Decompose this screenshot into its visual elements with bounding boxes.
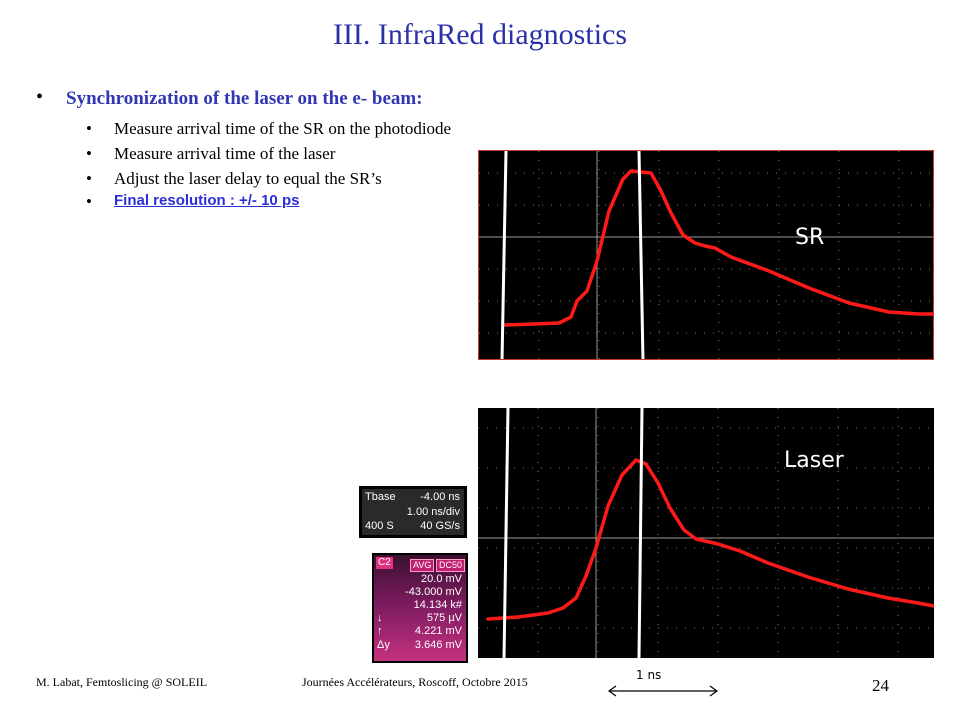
timebase-row: Tbase -4.00 ns bbox=[362, 491, 464, 505]
sub-bullet-text: Measure arrival time of the laser bbox=[114, 144, 336, 163]
dc50-tag: DC50 bbox=[436, 559, 466, 572]
scope-laser-label: Laser bbox=[784, 448, 844, 473]
timebase-label: Tbase bbox=[365, 491, 396, 503]
channel-name: C2 bbox=[376, 557, 393, 569]
bullet-dot-icon: • bbox=[86, 169, 92, 188]
timebase-value: -4.00 ns bbox=[420, 491, 460, 503]
channel-value: 14.134 k# bbox=[413, 599, 462, 611]
channel-row: 14.134 k# bbox=[374, 599, 466, 612]
oscilloscope-laser: Laser bbox=[478, 408, 934, 658]
scale-label: 1 ns bbox=[636, 668, 662, 682]
timebase-panel: Tbase -4.00 ns 1.00 ns/div 400 S 40 GS/s bbox=[359, 486, 467, 538]
page-number: 24 bbox=[872, 676, 889, 695]
avg-tag: AVG bbox=[410, 559, 435, 572]
channel-row: -43.000 mV bbox=[374, 586, 466, 599]
oscilloscope-sr: SR bbox=[478, 150, 934, 360]
scope-sr-plot bbox=[479, 151, 933, 359]
measurement-row: ↓ 575 µV bbox=[374, 612, 466, 625]
measurement-value: 575 µV bbox=[426, 612, 462, 624]
measurement-value: 3.646 mV bbox=[414, 639, 462, 651]
main-bullet-text: Synchronization of the laser on the e- b… bbox=[66, 88, 423, 109]
timebase-division: 1.00 ns/div bbox=[406, 506, 460, 518]
scope-sr-label: SR bbox=[795, 225, 825, 250]
sub-bullet-text: Adjust the laser delay to equal the SR’s bbox=[114, 169, 382, 188]
timebase-panel-body: Tbase -4.00 ns 1.00 ns/div 400 S 40 GS/s bbox=[362, 489, 464, 535]
sub-bullet-text: Measure arrival time of the SR on the ph… bbox=[114, 119, 452, 138]
sample-rate: 40 GS/s bbox=[420, 520, 460, 532]
channel-header: C2 AVG DC50 bbox=[374, 557, 466, 572]
scope-laser-plot bbox=[478, 408, 934, 658]
timebase-row: 1.00 ns/div bbox=[362, 506, 464, 520]
bullet-dot-icon: • bbox=[36, 86, 44, 108]
channel-row: 20.0 mV bbox=[374, 573, 466, 586]
down-arrow-icon: ↓ bbox=[377, 612, 383, 624]
bullet-dot-icon: • bbox=[86, 144, 92, 163]
channel-value: 20.0 mV bbox=[421, 573, 462, 585]
slide-title: III. InfraRed diagnostics bbox=[332, 18, 628, 51]
final-resolution-link[interactable]: Final resolution : +/- 10 ps bbox=[114, 192, 300, 209]
footer-author: M. Labat, Femtoslicing @ SOLEIL bbox=[36, 675, 208, 689]
up-arrow-icon: ↑ bbox=[377, 625, 383, 637]
channel-panel: C2 AVG DC50 20.0 mV -43.000 mV 14.134 k#… bbox=[372, 553, 468, 663]
measurement-value: 4.221 mV bbox=[414, 625, 462, 637]
channel-value: -43.000 mV bbox=[405, 586, 462, 598]
sample-count: 400 S bbox=[365, 520, 394, 532]
footer-conference: Journées Accélérateurs, Roscoff, Octobre… bbox=[302, 675, 528, 689]
delta-y-label: Δy bbox=[377, 639, 390, 651]
bullet-dot-icon: • bbox=[86, 192, 92, 211]
measurement-row: Δy 3.646 mV bbox=[374, 639, 466, 652]
timebase-row: 400 S 40 GS/s bbox=[362, 520, 464, 534]
measurement-row: ↑ 4.221 mV bbox=[374, 625, 466, 638]
double-arrow-icon bbox=[607, 685, 719, 697]
channel-panel-body: C2 AVG DC50 20.0 mV -43.000 mV 14.134 k#… bbox=[374, 555, 466, 661]
bullet-dot-icon: • bbox=[86, 119, 92, 138]
